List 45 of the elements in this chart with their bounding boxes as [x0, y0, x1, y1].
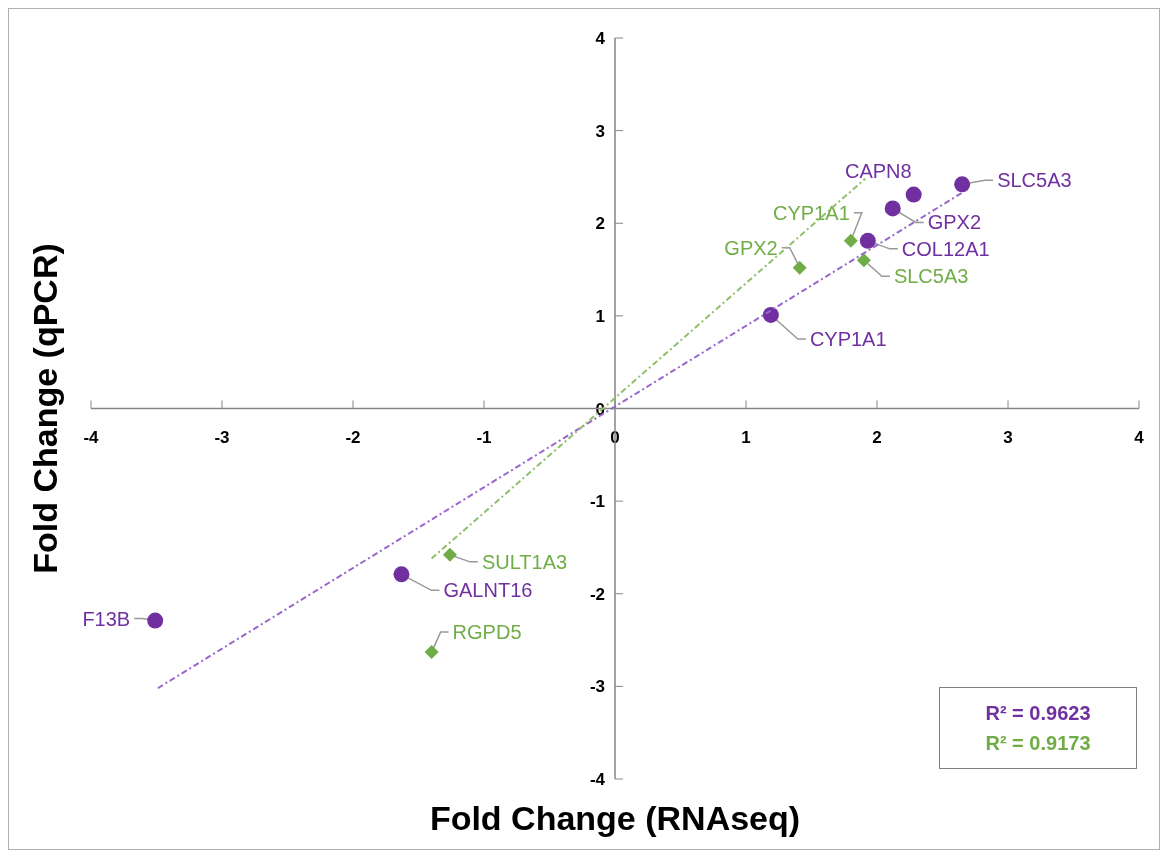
y-axis-title: Fold Change (qPCR) — [25, 241, 65, 576]
annotation: SLC5A3 — [997, 169, 1072, 192]
point — [843, 233, 858, 248]
annotation: GALNT16 — [443, 579, 533, 602]
point — [884, 200, 901, 217]
point — [954, 176, 971, 193]
x-tick-label: 1 — [741, 427, 751, 447]
y-tick-label: 2 — [595, 214, 605, 234]
x-tick-label: 0 — [610, 427, 620, 447]
y-tick-label: -1 — [589, 492, 605, 512]
annotation: R² = 0.9173 — [984, 731, 1092, 756]
x-tick-label: -2 — [345, 427, 361, 447]
x-tick-label: 3 — [1003, 427, 1013, 447]
y-tick-label: -4 — [589, 770, 606, 789]
annotation: CAPN8 — [844, 159, 912, 182]
x-tick-label: -1 — [476, 427, 492, 447]
point — [859, 232, 876, 249]
point — [856, 253, 871, 268]
annotation: GPX2 — [724, 236, 778, 259]
x-tick-label: -3 — [214, 427, 230, 447]
annotation: CYP1A1 — [809, 327, 887, 350]
point — [147, 612, 164, 629]
annotation: COL12A1 — [901, 237, 990, 260]
y-tick-label: 4 — [595, 29, 606, 48]
y-tick-label: 3 — [595, 121, 605, 141]
annotation: SULT1A3 — [481, 550, 568, 573]
y-tick-label: 1 — [595, 306, 605, 326]
x-tick-label: -4 — [83, 427, 100, 447]
point — [442, 547, 457, 562]
point — [424, 645, 439, 660]
x-tick-label: 2 — [872, 427, 882, 447]
y-tick-label: -2 — [589, 584, 605, 604]
point — [393, 566, 410, 583]
annotation: RGPD5 — [452, 621, 522, 644]
annotation: CYP1A1 — [773, 201, 850, 224]
x-axis-title: Fold Change (RNAseq) — [428, 799, 802, 838]
point — [792, 260, 807, 275]
annotation: R² = 0.9623 — [984, 701, 1092, 726]
y-tick-label: -3 — [589, 677, 605, 697]
annotation: F13B — [82, 607, 131, 630]
x-tick-label: 4 — [1134, 427, 1145, 447]
annotation: GPX2 — [927, 211, 982, 234]
point — [762, 306, 779, 323]
annotation: SLC5A3 — [893, 265, 969, 288]
point — [905, 186, 922, 203]
